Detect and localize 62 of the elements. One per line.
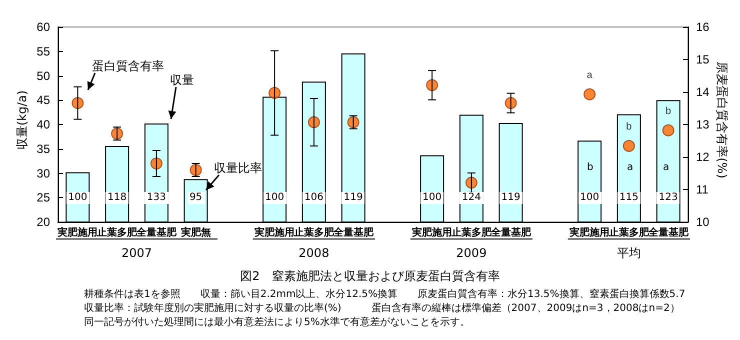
- y-tick-label: 35: [36, 142, 50, 156]
- y-tick-label: 45: [36, 93, 50, 108]
- annotation: a: [627, 162, 634, 174]
- data-label: b: [666, 106, 672, 117]
- annotation: 100: [420, 192, 444, 204]
- annotation: 95: [187, 192, 204, 204]
- x-tick-label: 全量基肥: [332, 226, 374, 238]
- annotation: b: [587, 162, 594, 174]
- y2-tick-label: 10: [696, 215, 710, 229]
- data-label: a: [586, 70, 593, 81]
- text: 収量比率：試験年度別の実肥施用に対する収量の比率(%) 蛋白含有率の縦棒は標準偏差（2007、2009はn=3，2008はn=2）: [84, 303, 680, 315]
- y-tick-label: 40: [36, 118, 50, 132]
- y2-axis-title: 原麦蛋白質含有率(%): [715, 62, 729, 178]
- x-tick-label: 止葉多肥: [450, 226, 492, 238]
- annotation: 収量: [170, 73, 194, 87]
- point: [584, 88, 596, 100]
- annotation: 124: [460, 192, 483, 204]
- x-tick-label: 実肥無: [180, 226, 211, 238]
- annotation: 118: [106, 192, 129, 204]
- y-axis-title: 収量(kg/a): [15, 90, 29, 150]
- data-label: b: [626, 121, 632, 132]
- annotation: 119: [499, 192, 522, 204]
- y2-tick-label: 16: [696, 20, 710, 34]
- y-tick-label: 30: [36, 166, 50, 180]
- y-tick-label: 55: [36, 44, 50, 58]
- x-tick-label: 実肥施用: [254, 226, 295, 238]
- annotation: 100: [263, 192, 286, 204]
- annotation: 123: [656, 192, 680, 204]
- text: 2009: [456, 246, 487, 260]
- x-tick-label: 止葉多肥: [608, 226, 650, 238]
- y-tick-label: 20: [36, 215, 50, 229]
- y2-tick-label: 14: [696, 85, 710, 99]
- text: 2008: [298, 246, 330, 260]
- x-tick-label: 全量基肥: [647, 226, 690, 238]
- annotation: 100: [66, 192, 90, 204]
- x-tick-label: 全量基肥: [490, 226, 532, 238]
- x-tick-label: 実肥施用: [568, 226, 610, 238]
- annotation: 106: [302, 192, 326, 204]
- text: 図2 窒素施肥法と収量および原麦蛋白質含有率: [240, 269, 500, 283]
- annotation: 蛋白質含有率: [92, 59, 164, 73]
- point: [622, 140, 635, 152]
- text: 同一記号が付いた処理間には最小有意差法により5%水準で有意差がないことを示す。: [84, 317, 470, 329]
- y-tick-label: 25: [36, 190, 50, 205]
- annotation: 収量比率: [214, 161, 262, 175]
- text: 平均: [616, 246, 641, 260]
- y2-tick-label: 12: [696, 150, 710, 164]
- y2-tick-label: 15: [696, 52, 710, 66]
- annotation: 115: [617, 192, 640, 204]
- y-tick-label: 60: [36, 20, 50, 34]
- y2-tick-label: 11: [696, 182, 709, 196]
- x-tick-label: 実肥施用: [56, 226, 98, 238]
- annotation: a: [663, 162, 670, 174]
- annotation: 100: [578, 192, 602, 204]
- annotation: 133: [144, 192, 168, 204]
- text: 2007: [121, 246, 152, 260]
- x-tick-label: 実肥施用: [411, 226, 452, 238]
- x-tick-label: 止葉多肥: [292, 226, 335, 238]
- text: 耕種条件は表1を参照 収量：篩い目2.2mm以上、水分12.5%換算 原麦蛋白質含有率：水分13.5%換算、窒素蛋白換算係数5.7: [84, 289, 686, 301]
- annotation: 119: [342, 192, 365, 204]
- y2-tick-label: 13: [696, 118, 710, 132]
- point: [662, 124, 674, 136]
- y-tick-label: 50: [36, 68, 50, 83]
